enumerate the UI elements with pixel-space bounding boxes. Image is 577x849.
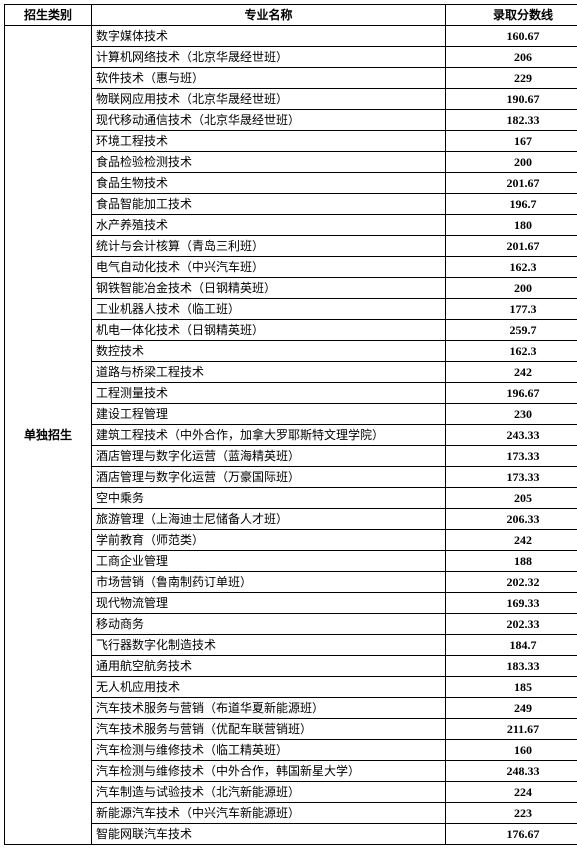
major-cell: 统计与会计核算（青岛三利班） [92, 236, 446, 257]
major-cell: 酒店管理与数字化运营（蓝海精英班） [92, 446, 446, 467]
category-cell: 单独招生 [5, 26, 92, 845]
major-cell: 智能网联汽车技术 [92, 824, 446, 845]
major-cell: 数字媒体技术 [92, 26, 446, 47]
score-cell: 223 [446, 803, 577, 824]
major-cell: 物联网应用技术（北京华晟经世班） [92, 89, 446, 110]
major-cell: 工程测量技术 [92, 383, 446, 404]
major-cell: 新能源汽车技术（中兴汽车新能源班） [92, 803, 446, 824]
major-cell: 汽车检测与维修技术（中外合作，韩国新星大学） [92, 761, 446, 782]
major-cell: 建设工程管理 [92, 404, 446, 425]
major-cell: 工商企业管理 [92, 551, 446, 572]
table-row: 单独招生数字媒体技术160.67 [5, 26, 577, 47]
major-cell: 现代物流管理 [92, 593, 446, 614]
score-cell: 169.33 [446, 593, 577, 614]
score-cell: 177.3 [446, 299, 577, 320]
score-cell: 230 [446, 404, 577, 425]
score-cell: 200 [446, 278, 577, 299]
score-cell: 206.33 [446, 509, 577, 530]
score-cell: 162.3 [446, 341, 577, 362]
table-body: 单独招生数字媒体技术160.67计算机网络技术（北京华晟经世班）206软件技术（… [5, 26, 577, 845]
major-cell: 道路与桥梁工程技术 [92, 362, 446, 383]
major-cell: 汽车制造与试验技术（北汽新能源班） [92, 782, 446, 803]
major-cell: 酒店管理与数字化运营（万豪国际班） [92, 467, 446, 488]
score-cell: 190.67 [446, 89, 577, 110]
score-cell: 173.33 [446, 467, 577, 488]
score-cell: 184.7 [446, 635, 577, 656]
major-cell: 汽车技术服务与营销（布道华夏新能源班） [92, 698, 446, 719]
score-cell: 224 [446, 782, 577, 803]
major-cell: 电气自动化技术（中兴汽车班） [92, 257, 446, 278]
score-cell: 201.67 [446, 236, 577, 257]
admission-table: 招生类别 专业名称 录取分数线 单独招生数字媒体技术160.67计算机网络技术（… [4, 4, 577, 845]
score-cell: 202.32 [446, 572, 577, 593]
major-cell: 市场营销（鲁南制药订单班） [92, 572, 446, 593]
score-cell: 229 [446, 68, 577, 89]
header-score: 录取分数线 [446, 5, 577, 26]
score-cell: 201.67 [446, 173, 577, 194]
score-cell: 160.67 [446, 26, 577, 47]
header-row: 招生类别 专业名称 录取分数线 [5, 5, 577, 26]
score-cell: 259.7 [446, 320, 577, 341]
score-cell: 205 [446, 488, 577, 509]
score-cell: 185 [446, 677, 577, 698]
major-cell: 计算机网络技术（北京华晟经世班） [92, 47, 446, 68]
major-cell: 旅游管理（上海迪士尼储备人才班） [92, 509, 446, 530]
score-cell: 200 [446, 152, 577, 173]
major-cell: 汽车检测与维修技术（临工精英班） [92, 740, 446, 761]
score-cell: 182.33 [446, 110, 577, 131]
score-cell: 167 [446, 131, 577, 152]
header-category: 招生类别 [5, 5, 92, 26]
major-cell: 建筑工程技术（中外合作，加拿大罗耶斯特文理学院） [92, 425, 446, 446]
major-cell: 空中乘务 [92, 488, 446, 509]
major-cell: 飞行器数字化制造技术 [92, 635, 446, 656]
major-cell: 食品生物技术 [92, 173, 446, 194]
major-cell: 数控技术 [92, 341, 446, 362]
score-cell: 248.33 [446, 761, 577, 782]
major-cell: 软件技术（惠与班） [92, 68, 446, 89]
score-cell: 176.67 [446, 824, 577, 845]
score-cell: 242 [446, 530, 577, 551]
major-cell: 移动商务 [92, 614, 446, 635]
score-cell: 206 [446, 47, 577, 68]
score-cell: 173.33 [446, 446, 577, 467]
score-cell: 202.33 [446, 614, 577, 635]
major-cell: 现代移动通信技术（北京华晟经世班） [92, 110, 446, 131]
score-cell: 188 [446, 551, 577, 572]
major-cell: 水产养殖技术 [92, 215, 446, 236]
major-cell: 汽车技术服务与营销（优配车联营销班） [92, 719, 446, 740]
score-cell: 243.33 [446, 425, 577, 446]
major-cell: 环境工程技术 [92, 131, 446, 152]
score-cell: 242 [446, 362, 577, 383]
score-cell: 180 [446, 215, 577, 236]
major-cell: 食品智能加工技术 [92, 194, 446, 215]
score-cell: 196.67 [446, 383, 577, 404]
major-cell: 通用航空航务技术 [92, 656, 446, 677]
header-major: 专业名称 [92, 5, 446, 26]
score-cell: 211.67 [446, 719, 577, 740]
major-cell: 工业机器人技术（临工班） [92, 299, 446, 320]
score-cell: 183.33 [446, 656, 577, 677]
score-cell: 196.7 [446, 194, 577, 215]
major-cell: 食品检验检测技术 [92, 152, 446, 173]
major-cell: 钢铁智能冶金技术（日钢精英班） [92, 278, 446, 299]
major-cell: 机电一体化技术（日钢精英班） [92, 320, 446, 341]
score-cell: 162.3 [446, 257, 577, 278]
score-cell: 249 [446, 698, 577, 719]
major-cell: 无人机应用技术 [92, 677, 446, 698]
major-cell: 学前教育（师范类） [92, 530, 446, 551]
score-cell: 160 [446, 740, 577, 761]
